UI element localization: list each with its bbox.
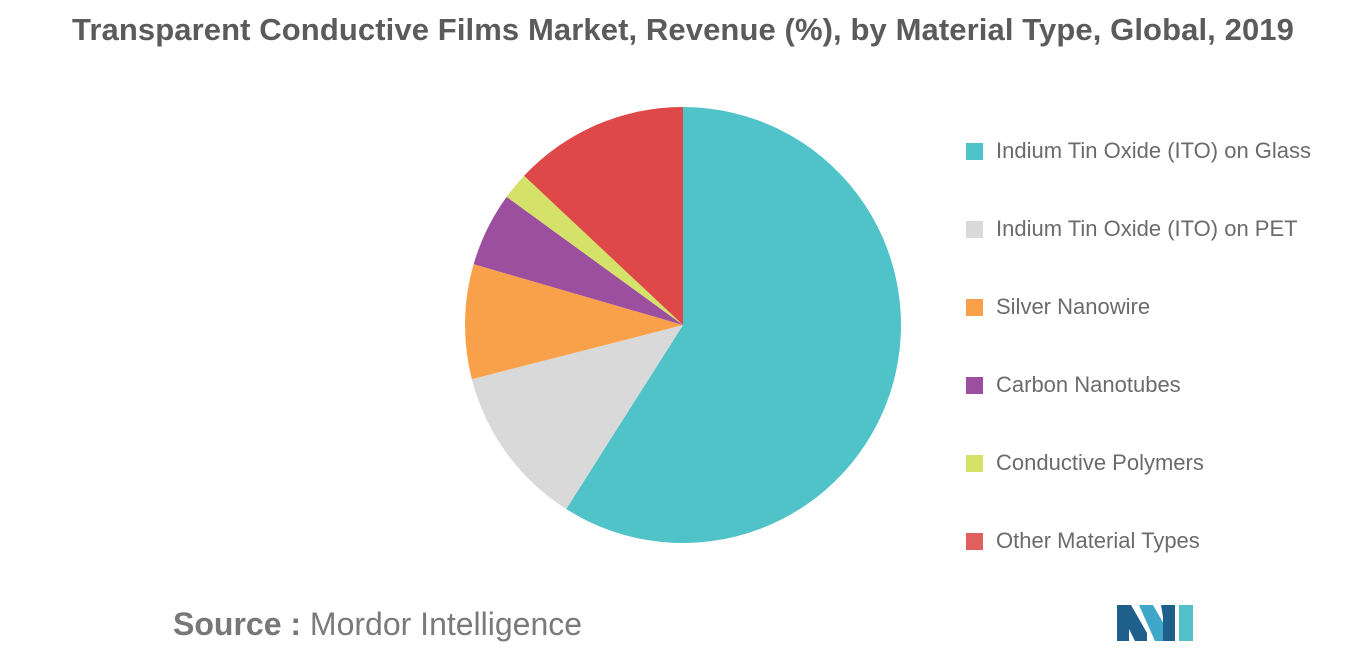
legend-item-ito-pet: Indium Tin Oxide (ITO) on PET <box>966 190 1311 268</box>
legend-label: Indium Tin Oxide (ITO) on PET <box>996 216 1298 241</box>
legend-label: Conductive Polymers <box>996 450 1204 475</box>
legend-label: Other Material Types <box>996 528 1200 553</box>
pie-slice-indium-tin-oxide-ito-on-glass <box>566 107 902 543</box>
source-name: Mordor Intelligence <box>309 606 583 642</box>
legend-swatch <box>966 298 983 316</box>
legend-item-carbon-nanotubes: Carbon Nanotubes <box>966 346 1311 424</box>
legend-item-ito-glass: Indium Tin Oxide (ITO) on Glass <box>966 112 1311 190</box>
legend-swatch <box>966 454 983 472</box>
legend-item-other-material-types: Other Material Types <box>966 502 1311 580</box>
source-prefix: Source : <box>173 606 302 642</box>
source-line: Source : Mordor Intelligence <box>173 606 582 643</box>
legend-swatch <box>966 376 983 394</box>
legend-label: Silver Nanowire <box>996 294 1151 319</box>
pie-slice-conductive-polymers <box>506 175 683 325</box>
pie-slice-other-material-types <box>524 106 683 325</box>
mordor-intelligence-logo-icon <box>1117 605 1193 641</box>
legend-swatch <box>966 142 983 160</box>
legend-swatch <box>966 220 983 238</box>
chart-title: Transparent Conductive Films Market, Rev… <box>72 12 1294 47</box>
legend-item-silver-nanowire: Silver Nanowire <box>966 268 1311 346</box>
legend-label: Indium Tin Oxide (ITO) on Glass <box>996 138 1312 163</box>
legend-swatch <box>966 532 983 550</box>
pie-slice-indium-tin-oxide-ito-on-pet <box>471 325 683 510</box>
legend-item-conductive-polymers: Conductive Polymers <box>966 424 1311 502</box>
pie-chart <box>465 106 902 543</box>
pie-slice-carbon-nanotubes <box>473 196 683 325</box>
legend: Indium Tin Oxide (ITO) on Glass Indium T… <box>966 112 1311 580</box>
legend-label: Carbon Nanotubes <box>996 372 1181 397</box>
pie-slice-silver-nanowire <box>465 264 683 380</box>
